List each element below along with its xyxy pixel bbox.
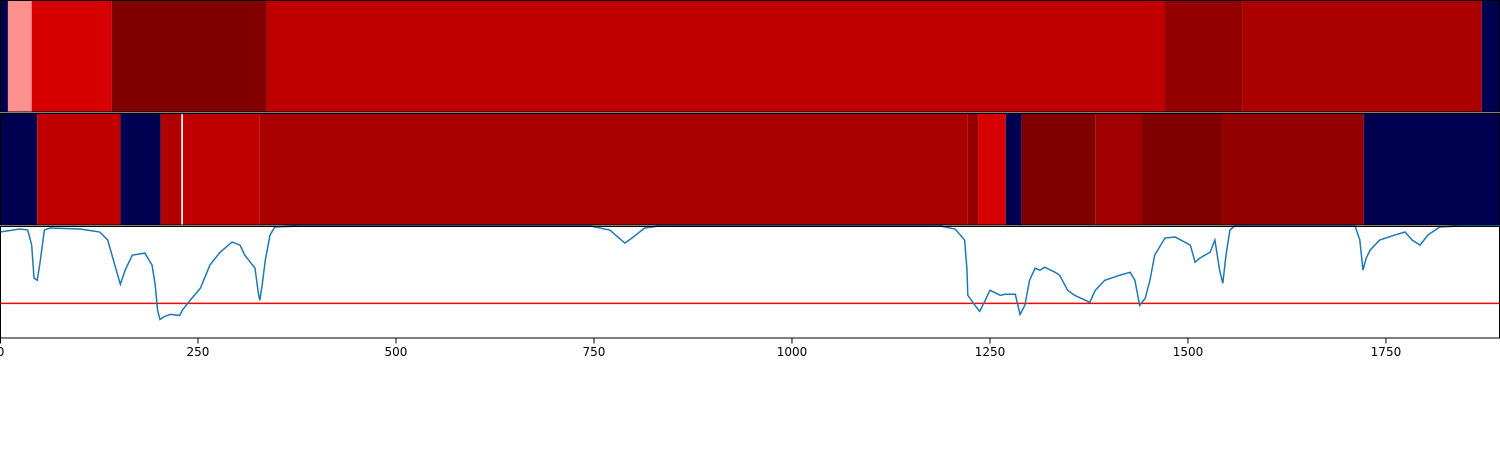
segment [160,113,182,226]
x-tick-label: 250 [187,345,210,359]
segment [181,113,183,226]
segment [1242,0,1482,113]
segment [37,113,121,226]
segment [1481,0,1500,113]
line-series [0,225,1500,321]
x-tick-label: 0 [0,345,4,359]
segment [1363,113,1500,226]
segment [266,0,1165,113]
segment [0,0,8,113]
segment [1095,113,1143,226]
x-tick-label: 1500 [1173,345,1204,359]
segment [7,0,32,113]
segment [0,113,38,226]
segment [1164,0,1243,113]
segment [120,113,161,226]
segment [1222,113,1364,226]
x-tick-label: 750 [583,345,606,359]
segment [31,0,112,113]
segment [259,113,968,226]
segment [967,113,979,226]
segment [111,0,267,113]
segment [1021,113,1096,226]
x-tick-label: 1250 [975,345,1006,359]
axes-frame [0,226,1500,339]
segment [978,113,1006,226]
x-tick-label: 500 [385,345,408,359]
segment [1005,113,1022,226]
x-tick-label: 1750 [1371,345,1402,359]
segment [1142,113,1223,226]
x-tick-label: 1000 [777,345,808,359]
segment [182,113,260,226]
